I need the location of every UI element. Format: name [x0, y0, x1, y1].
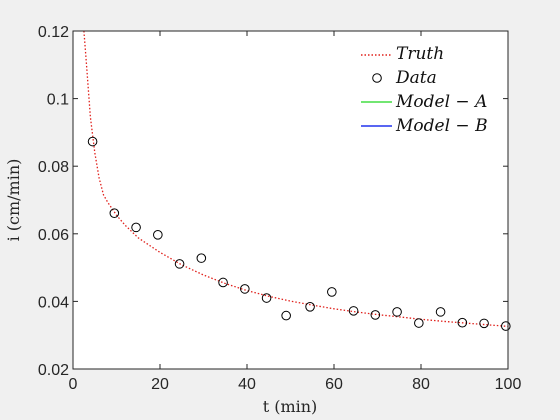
- data-point: [153, 230, 163, 240]
- y-tick-label: 0.08: [38, 159, 69, 176]
- legend-label-model-b: Model − B: [395, 116, 488, 136]
- y-tick-label: 0.12: [38, 24, 69, 41]
- data-point: [457, 317, 468, 328]
- y-axis-label: i (cm/min): [4, 159, 23, 242]
- x-tick-label: 20: [151, 376, 169, 393]
- series-line-truth: [83, 30, 509, 328]
- data-point: [87, 136, 98, 147]
- data-point: [327, 287, 337, 297]
- data-point: [305, 302, 315, 312]
- legend-entry-model-a: Model − A: [361, 92, 487, 112]
- legend: Truth Data Model − A Model − B: [355, 38, 503, 143]
- data-point: [435, 307, 446, 317]
- x-tick-label: 100: [495, 376, 522, 393]
- data-point: [501, 321, 511, 331]
- legend-label-model-a: Model − A: [395, 92, 487, 112]
- data-point: [414, 318, 424, 328]
- x-tick-label: 0: [69, 376, 78, 393]
- y-tick-label: 0.1: [47, 92, 69, 109]
- legend-entry-data: Data: [372, 68, 437, 88]
- x-tick-label: 60: [325, 376, 343, 393]
- data-point: [348, 306, 359, 316]
- y-tick-label: 0.06: [38, 227, 69, 244]
- legend-label-truth: Truth: [396, 44, 444, 64]
- legend-entry-truth: Truth: [361, 44, 444, 64]
- axis-ticks: 0 20 40 60 80 100 0.02 0.04 0.06 0.08 0.1 0.12: [38, 24, 522, 393]
- chart-marks: [83, 30, 511, 331]
- data-point: [370, 310, 381, 320]
- legend-entry-model-b: Model − B: [361, 116, 488, 136]
- data-point: [261, 293, 272, 303]
- data-point: [240, 284, 250, 294]
- y-tick-label: 0.04: [38, 294, 69, 311]
- data-point: [218, 277, 228, 288]
- plot-frame: [72, 30, 509, 370]
- data-point: [392, 307, 402, 317]
- legend-marker-data: [372, 73, 382, 83]
- x-tick-label: 80: [412, 376, 430, 393]
- legend-label-data: Data: [395, 68, 437, 88]
- data-point: [281, 310, 291, 321]
- y-tick-label: 0.02: [38, 362, 69, 379]
- data-point: [196, 253, 207, 263]
- data-point: [109, 208, 120, 218]
- x-tick-label: 40: [238, 376, 256, 393]
- data-point: [174, 259, 185, 269]
- data-point: [131, 222, 141, 233]
- data-point: [479, 318, 489, 329]
- x-axis-label: t (min): [263, 397, 318, 416]
